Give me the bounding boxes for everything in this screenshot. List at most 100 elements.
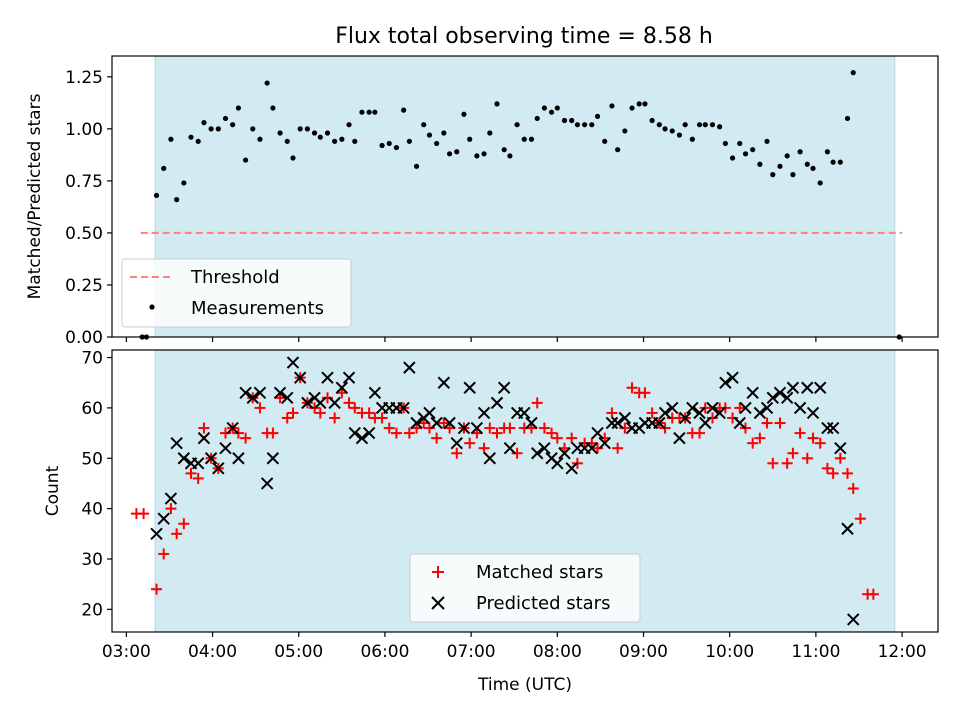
predicted-star-point [826,421,840,435]
matched-star-point [267,427,279,439]
predicted-star-point [239,386,252,400]
predicted-star-point [342,371,356,384]
top-legend: Threshold Measurements [121,258,352,328]
predicted-star-point [397,401,410,415]
measurement-point [837,159,843,165]
top-x-ticks [125,337,903,342]
measurement-point [669,128,675,134]
predicted-star-point [423,406,436,420]
predicted-star-point [253,386,267,400]
predicted-star-point [490,396,504,410]
top-y-ticks: 0.00 0.25 0.50 0.75 1.00 1.25 [65,68,112,348]
matched-star-point [538,422,550,434]
measurement-point [188,134,194,140]
measurement-point [636,101,642,107]
measurement-point [541,105,547,111]
y-tick-label: 40 [81,500,103,520]
measurement-point [569,117,575,124]
matched-star-point [706,412,718,424]
y-tick-label: 1.00 [65,120,103,140]
bottom-x-ticks: 03:00 04:00 05:00 06:00 07:00 08:00 09:00 10:00… [102,632,927,662]
measurement-point [297,126,303,132]
matched-star-point [376,412,388,424]
chart-title: Flux total observing time = 8.58 h [335,24,713,49]
matched-star-point [240,432,252,444]
top-y-axis-label: Matched/Predicted stars [25,93,45,299]
measurement-point [804,161,810,167]
measurement-point [441,130,447,136]
measurement-point [850,70,856,76]
matched-star-point [431,432,443,444]
matched-star-point [151,583,163,595]
measurement-point [676,132,683,138]
measurement-point [649,117,655,124]
x-tick-label: 11:00 [791,642,840,662]
measurement-point [474,153,480,159]
predicted-star-point [170,436,183,450]
predicted-star-point [666,401,679,415]
predicted-stars-points [150,356,860,626]
measurement-point [277,130,283,136]
measurement-point [201,120,207,126]
x-tick-label: 06:00 [360,642,409,662]
matched-star-point [531,397,543,409]
predicted-star-point [497,381,511,394]
measurement-point [682,122,688,128]
measurement-point [332,138,338,144]
measurement-point [507,153,513,159]
matched-star-point [185,467,197,479]
predicted-star-point [733,416,746,430]
matched-star-point [761,417,773,429]
predicted-star-point [598,436,611,450]
measurement-point [817,180,823,186]
legend-measurements-swatch [149,304,155,310]
predicted-star-point [164,492,178,505]
measurement-point [830,159,836,165]
measurement-point [722,140,728,147]
measurement-point [359,109,365,115]
matched-star-point [754,432,766,444]
matched-star-point [314,407,326,419]
matched-star-point [198,422,210,434]
predicted-star-point [457,421,471,435]
measurement-point [461,111,467,117]
matched-star-point [626,382,638,394]
measurement-point [352,138,358,144]
predicted-star-point [355,431,369,445]
predicted-star-point [605,416,619,430]
measurement-point [709,122,716,128]
predicted-star-point [518,406,531,420]
measurement-point [629,105,635,111]
measurement-point [737,140,743,147]
predicted-star-point [653,416,666,430]
matched-star-point [734,402,746,414]
bottom-y-ticks: 20 30 40 50 60 70 [81,349,112,620]
measurement-point [324,130,331,136]
measurement-point [784,153,790,159]
matched-star-point [423,422,435,434]
y-tick-label: 60 [81,399,103,419]
matched-star-point [281,412,293,424]
x-axis-label: Time (UTC) [477,675,572,695]
predicted-star-point [686,401,699,415]
measurement-point [717,124,723,130]
matched-star-point [178,518,190,530]
matched-star-point [343,397,355,409]
measurement-point [574,122,581,128]
matched-stars-points [130,372,879,600]
measurement-point [642,101,648,107]
predicted-star-point [483,452,497,465]
y-tick-label: 70 [81,349,103,369]
measurement-point [494,101,500,107]
legend-matched-swatch [432,566,444,578]
measurement-point [421,122,427,128]
y-tick-label: 20 [81,600,103,620]
predicted-star-point [719,376,732,389]
matched-star-point [171,528,183,540]
x-tick-label: 04:00 [188,642,237,662]
predicted-star-point [226,421,239,435]
measurement-point [195,138,201,144]
measurement-point [161,165,167,171]
predicted-star-point [786,381,800,394]
measurement-point [311,130,318,136]
